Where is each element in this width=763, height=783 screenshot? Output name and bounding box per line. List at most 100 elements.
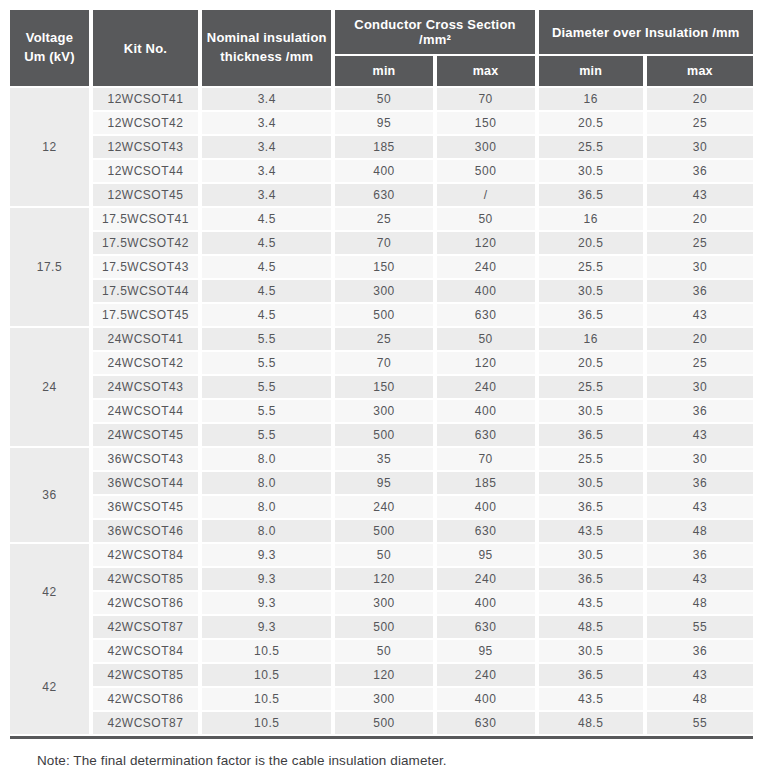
cell-diameter_min: 20.5 xyxy=(539,232,643,254)
table-row: 3636WCSOT438.0357025.530 xyxy=(10,448,753,470)
table-row: 17.517.5WCSOT414.525501620 xyxy=(10,208,753,230)
note-text: Note: The final determination factor is … xyxy=(37,753,753,768)
cell-cross_section_min: 300 xyxy=(335,400,432,422)
cell-kit_no: 17.5WCSOT42 xyxy=(93,232,198,254)
cell-cross_section_min: 300 xyxy=(335,280,432,302)
cell-cross_section_min: 240 xyxy=(335,496,432,518)
cell-kit_no: 42WCSOT86 xyxy=(93,688,198,710)
cell-diameter_min: 36.5 xyxy=(539,664,643,686)
cell-cross_section_min: 120 xyxy=(335,568,432,590)
table-row: 12WCSOT423.49515020.525 xyxy=(10,112,753,134)
cell-diameter_max: 36 xyxy=(647,472,753,494)
cell-kit_no: 36WCSOT45 xyxy=(93,496,198,518)
cell-diameter_min: 30.5 xyxy=(539,544,643,566)
cell-cross_section_min: 95 xyxy=(335,112,432,134)
cell-cross_section_min: 500 xyxy=(335,712,432,734)
cell-diameter_max: 30 xyxy=(647,448,753,470)
cell-diameter_min: 36.5 xyxy=(539,184,643,206)
cell-thickness: 4.5 xyxy=(202,208,331,230)
cell-kit_no: 24WCSOT41 xyxy=(93,328,198,350)
table-row: 42WCSOT879.350063048.555 xyxy=(10,616,753,638)
table-row: 2424WCSOT415.525501620 xyxy=(10,328,753,350)
table-row: 24WCSOT445.530040030.536 xyxy=(10,400,753,422)
cell-thickness: 5.5 xyxy=(202,376,331,398)
table-row: 42WCSOT859.312024036.543 xyxy=(10,568,753,590)
cell-thickness: 5.5 xyxy=(202,400,331,422)
cell-diameter_min: 16 xyxy=(539,88,643,110)
cell-diameter_min: 36.5 xyxy=(539,568,643,590)
cell-kit_no: 12WCSOT41 xyxy=(93,88,198,110)
cell-diameter_max: 43 xyxy=(647,664,753,686)
cell-thickness: 3.4 xyxy=(202,136,331,158)
table-bottom-border xyxy=(10,736,753,739)
cell-thickness: 8.0 xyxy=(202,472,331,494)
cell-cross_section_max: 630 xyxy=(437,712,535,734)
cell-thickness: 9.3 xyxy=(202,568,331,590)
cell-diameter_min: 43.5 xyxy=(539,688,643,710)
cell-thickness: 9.3 xyxy=(202,592,331,614)
cell-diameter_max: 43 xyxy=(647,568,753,590)
cell-kit_no: 24WCSOT42 xyxy=(93,352,198,374)
cell-kit_no: 42WCSOT87 xyxy=(93,616,198,638)
cell-thickness: 3.4 xyxy=(202,112,331,134)
table-row: 17.5WCSOT434.515024025.530 xyxy=(10,256,753,278)
cell-cross_section_max: 630 xyxy=(437,304,535,326)
cell-cross_section_max: 120 xyxy=(437,352,535,374)
cell-diameter_max: 30 xyxy=(647,256,753,278)
voltage-value: 42 xyxy=(10,639,89,734)
cell-kit_no: 24WCSOT43 xyxy=(93,376,198,398)
cell-thickness: 5.5 xyxy=(202,352,331,374)
cell-cross_section_min: 50 xyxy=(335,88,432,110)
cell-cross_section_min: 630 xyxy=(335,184,432,206)
cell-diameter_min: 36.5 xyxy=(539,424,643,446)
voltage-value: 12 xyxy=(10,88,89,206)
header-diameter-min: min xyxy=(539,56,643,86)
cell-diameter_max: 48 xyxy=(647,520,753,542)
header-conductor-cross-section: Conductor Cross Section /mm² xyxy=(335,10,534,54)
cell-diameter_min: 20.5 xyxy=(539,112,643,134)
table-row: 36WCSOT468.050063043.548 xyxy=(10,520,753,542)
voltage-value: 24 xyxy=(10,328,89,446)
cell-thickness: 10.5 xyxy=(202,640,331,662)
cell-cross_section_max: 400 xyxy=(437,592,535,614)
cell-diameter_min: 48.5 xyxy=(539,616,643,638)
cell-kit_no: 12WCSOT43 xyxy=(93,136,198,158)
cell-diameter_min: 25.5 xyxy=(539,256,643,278)
cell-cross_section_max: 185 xyxy=(437,472,535,494)
table-row: 24WCSOT425.57012020.525 xyxy=(10,352,753,374)
cell-cross_section_min: 70 xyxy=(335,352,432,374)
cell-diameter_max: 30 xyxy=(647,376,753,398)
table-row: 42WCSOT8610.530040043.548 xyxy=(10,688,753,710)
cell-diameter_min: 30.5 xyxy=(539,280,643,302)
cell-diameter_min: 30.5 xyxy=(539,160,643,182)
voltage-group-cell: 4242 xyxy=(10,544,89,734)
cell-kit_no: 36WCSOT46 xyxy=(93,520,198,542)
cell-diameter_min: 20.5 xyxy=(539,352,643,374)
cell-kit_no: 36WCSOT44 xyxy=(93,472,198,494)
cell-cross_section_max: 50 xyxy=(437,208,535,230)
cell-thickness: 9.3 xyxy=(202,544,331,566)
cell-cross_section_max: 400 xyxy=(437,400,535,422)
cell-diameter_min: 16 xyxy=(539,328,643,350)
cell-cross_section_min: 300 xyxy=(335,688,432,710)
cell-diameter_max: 20 xyxy=(647,208,753,230)
cell-kit_no: 42WCSOT85 xyxy=(93,664,198,686)
cell-cross_section_max: 240 xyxy=(437,664,535,686)
cell-cross_section_min: 25 xyxy=(335,208,432,230)
table-body: 1212WCSOT413.45070162012WCSOT423.4951502… xyxy=(10,88,753,734)
header-cross-section-min: min xyxy=(335,56,432,86)
cell-cross_section_max: 50 xyxy=(437,328,535,350)
cell-kit_no: 42WCSOT86 xyxy=(93,592,198,614)
cell-kit_no: 42WCSOT84 xyxy=(93,640,198,662)
table-row: 12WCSOT443.440050030.536 xyxy=(10,160,753,182)
cell-cross_section_min: 500 xyxy=(335,304,432,326)
cell-cross_section_min: 120 xyxy=(335,664,432,686)
cell-kit_no: 17.5WCSOT43 xyxy=(93,256,198,278)
cell-thickness: 8.0 xyxy=(202,520,331,542)
cell-kit_no: 42WCSOT84 xyxy=(93,544,198,566)
table-row: 24WCSOT455.550063036.543 xyxy=(10,424,753,446)
cell-cross_section_min: 25 xyxy=(335,328,432,350)
page: Voltage Um (kV) Kit No. Nominal insulati… xyxy=(0,0,763,783)
cell-kit_no: 17.5WCSOT45 xyxy=(93,304,198,326)
table-row: 36WCSOT458.024040036.543 xyxy=(10,496,753,518)
